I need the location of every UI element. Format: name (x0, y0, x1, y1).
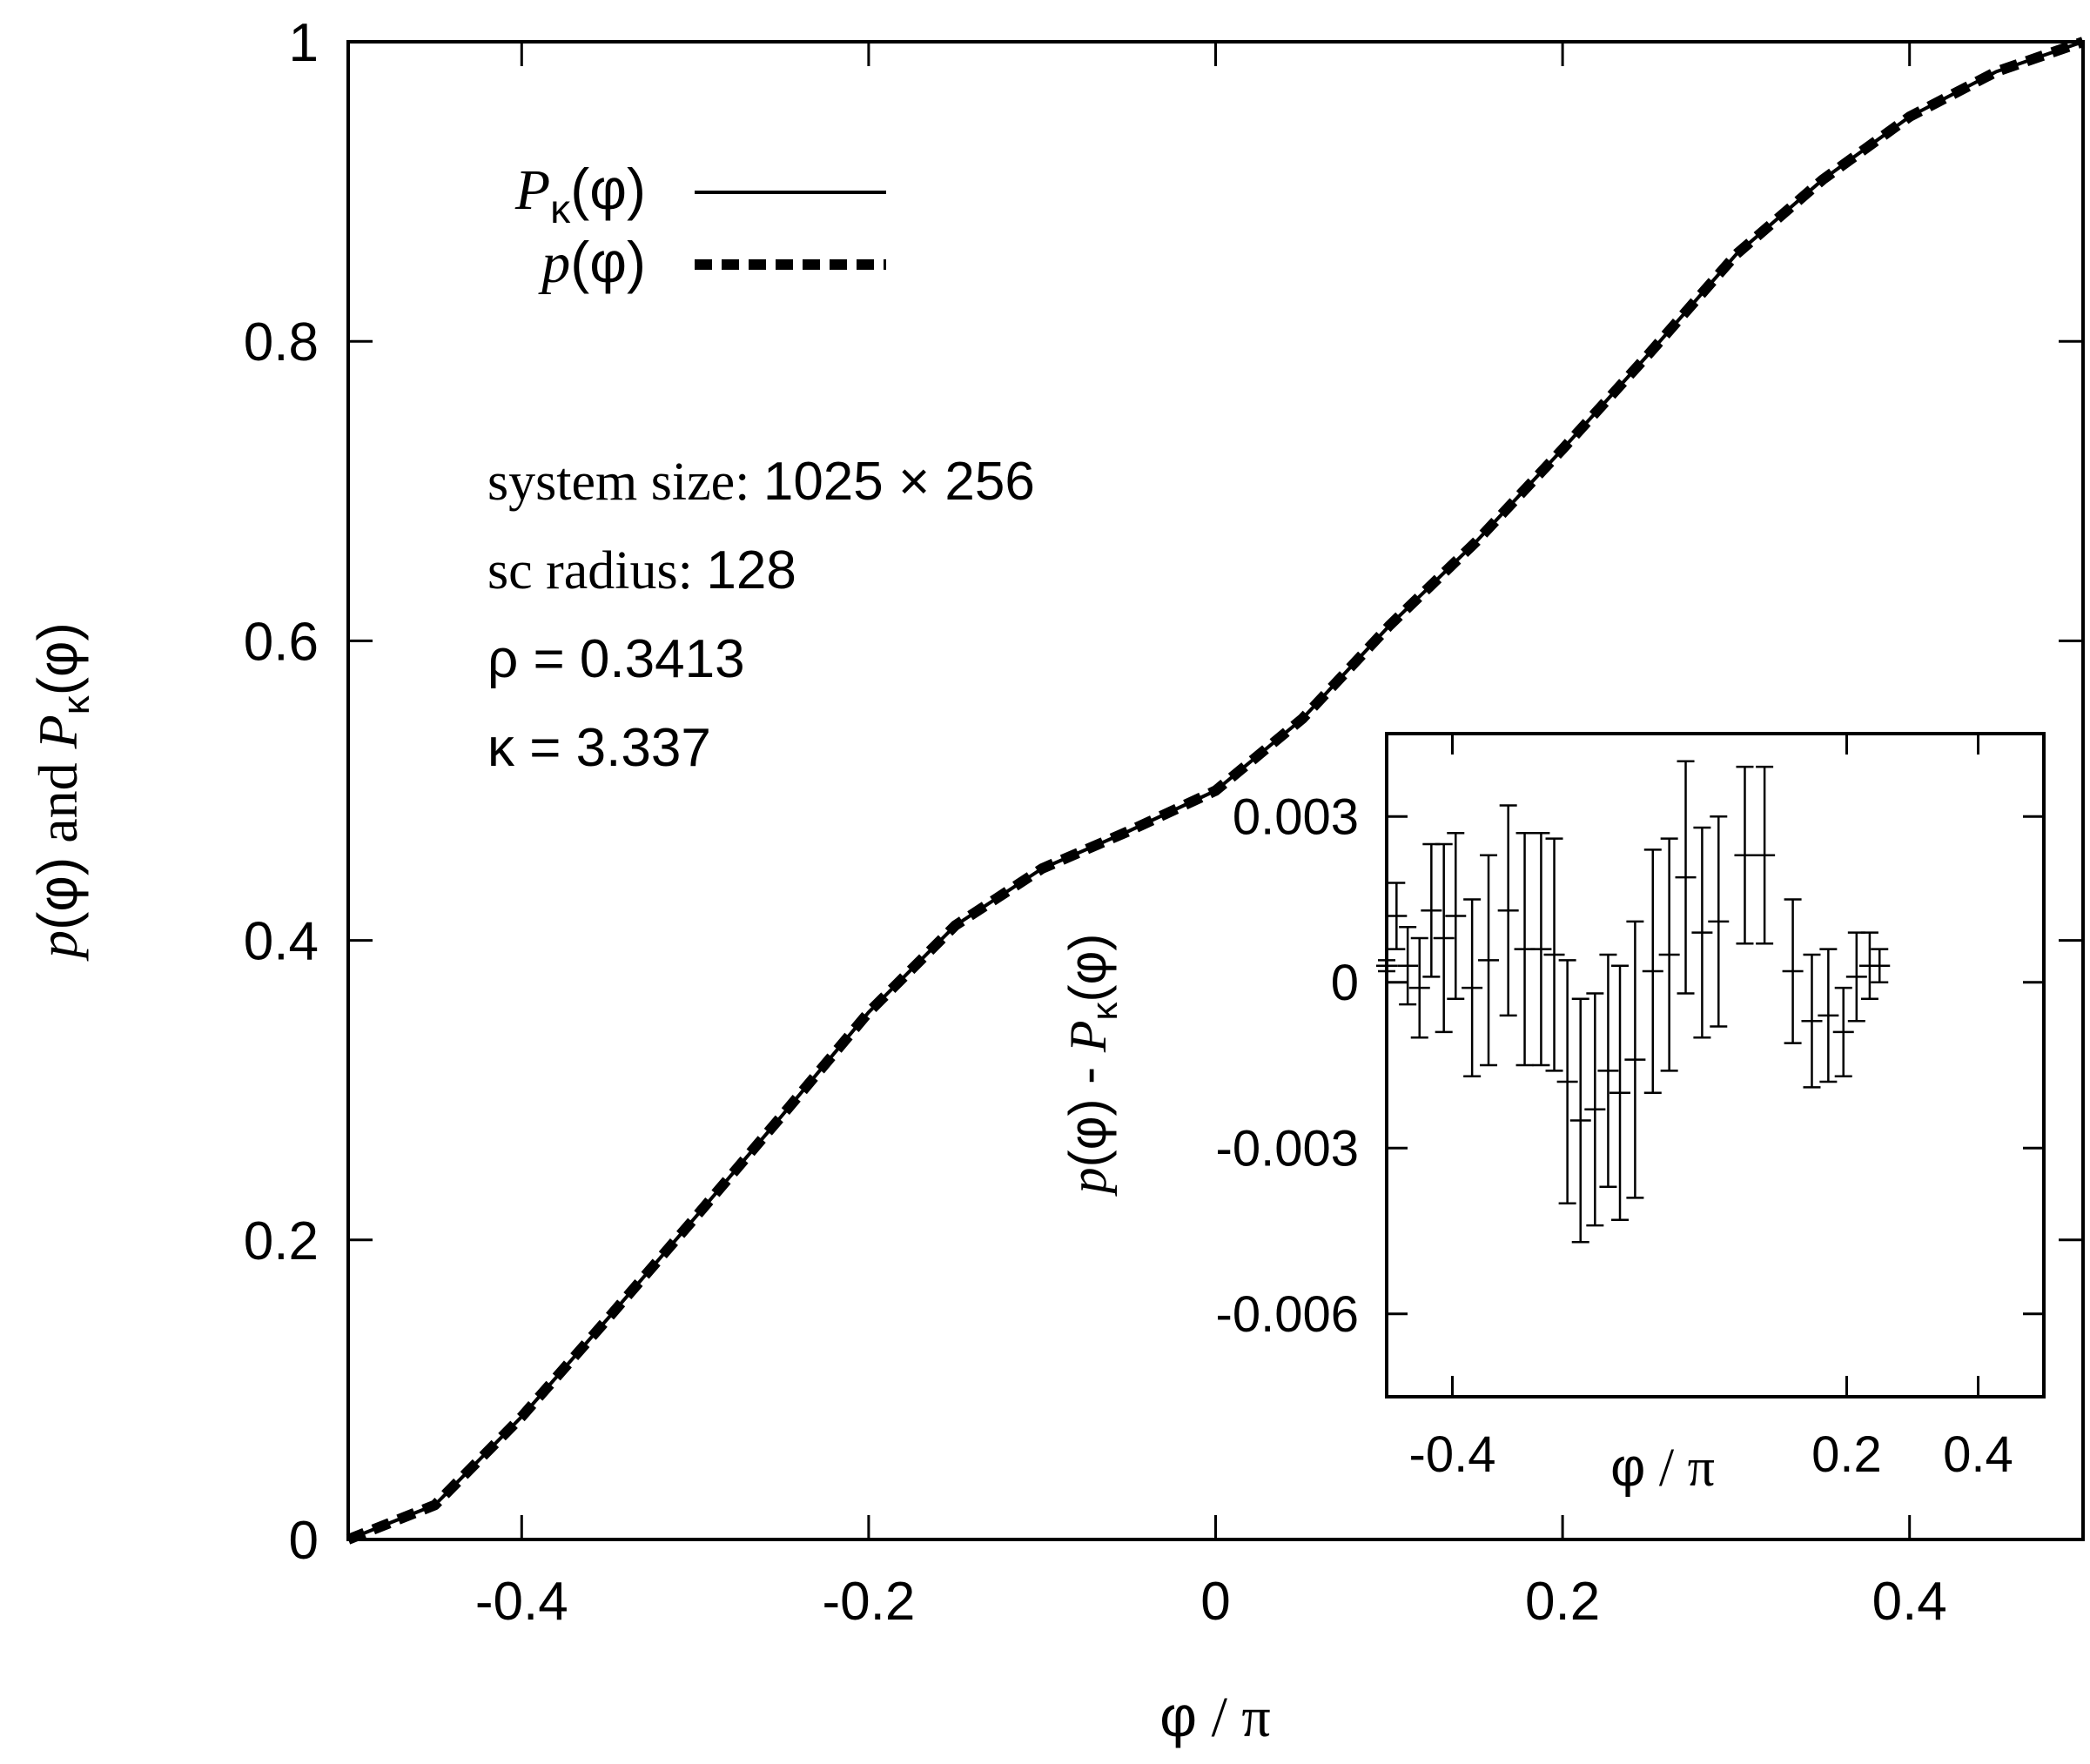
main-ticks (348, 40, 2083, 1541)
main-y-axis-title: p(φ) and Pκ(φ) (26, 622, 97, 962)
annotation-rho: ρ = 0.3413 (487, 629, 745, 689)
inset-data-point (1445, 832, 1467, 1001)
inset-data-point (1845, 931, 1867, 1023)
inset-data-point (1708, 815, 1730, 1028)
inset-data-point (1801, 953, 1823, 1089)
inset-data-point (1497, 804, 1519, 1017)
legend-label-p: p(φ) (538, 230, 646, 295)
inset-y-tick-label: 0.003 (1233, 788, 1359, 845)
main-x-tick-label: 0.2 (1525, 1572, 1600, 1632)
inset-y-tick-label: 0 (1331, 955, 1359, 1011)
legend: Pκ(φ) p(φ) (514, 157, 886, 295)
inset-data-point (1642, 848, 1663, 1094)
inset-data-point (1376, 959, 1397, 973)
main-x-tick-label: 0 (1200, 1572, 1230, 1632)
inset-tick-labels: -0.4 0.2 0.4 0.003 0 -0.003 -0.006 (1216, 788, 2013, 1483)
main-plot: -0.4 -0.2 0 0.2 0.4 0 0.2 0.4 0.6 0.8 1 Pκ(φ) p(φ)… (26, 13, 2085, 1749)
main-x-tick-label: -0.4 (475, 1572, 568, 1632)
inset-x-axis-title: φ / π (1610, 1438, 1715, 1498)
main-y-tick-label: 0 (289, 1511, 319, 1571)
main-tick-labels: -0.4 -0.2 0 0.2 0.4 0 0.2 0.4 0.6 0.8 1 (244, 13, 1947, 1632)
inset-data-point (1478, 854, 1500, 1067)
annotation-kappa: κ = 3.337 (487, 718, 711, 778)
main-y-tick-label: 0.4 (244, 912, 319, 972)
inset-points (1376, 760, 1891, 1244)
legend-label-P-kappa: Pκ(φ) (514, 157, 646, 231)
main-y-tick-label: 0.2 (244, 1211, 319, 1271)
inset-data-point (1462, 898, 1483, 1077)
inset-x-tick-label: -0.4 (1409, 1426, 1496, 1483)
inset-data-point (1397, 926, 1419, 1006)
inset-x-tick-label: 0.4 (1943, 1426, 2013, 1483)
inset-data-point (1556, 959, 1578, 1204)
inset-data-point (1543, 837, 1565, 1072)
annotation-system-size: system size: 1025 × 256 (487, 452, 1035, 512)
main-y-tick-label: 0.8 (244, 312, 319, 372)
main-x-axis-title: φ / π (1159, 1684, 1270, 1749)
inset-data-point (1675, 760, 1697, 995)
main-x-tick-label: 0.4 (1872, 1572, 1947, 1632)
inset-data-point (1754, 765, 1776, 945)
main-y-tick-label: 1 (289, 13, 319, 73)
inset-data-point (1597, 953, 1619, 1188)
inset-y-tick-label: -0.006 (1216, 1286, 1359, 1343)
inset-data-point (1433, 842, 1455, 1034)
inset-data-point (1408, 936, 1430, 1039)
main-x-tick-label: -0.2 (822, 1572, 915, 1632)
inset-data-point (1734, 765, 1756, 945)
inset-data-point (1530, 832, 1552, 1067)
inset-data-point (1691, 826, 1713, 1039)
annotation-sc-radius: sc radius: 128 (487, 540, 796, 600)
series-p-dashed-line (346, 37, 2085, 1545)
inset-ticks (1387, 734, 2044, 1397)
inset-data-point (1658, 837, 1680, 1072)
inset-data-point (1832, 986, 1854, 1077)
inset-data-point (1624, 920, 1646, 1199)
inset-data-point (1569, 997, 1591, 1244)
inset-data-point (1818, 948, 1839, 1083)
inset-data-point (1782, 898, 1804, 1044)
inset-y-tick-label: -0.003 (1216, 1120, 1359, 1177)
main-y-tick-label: 0.6 (244, 612, 319, 672)
inset-data-point (1584, 992, 1606, 1227)
inset-x-tick-label: 0.2 (1811, 1426, 1882, 1483)
annotations: system size: 1025 × 256 sc radius: 128 ρ… (487, 452, 1035, 778)
main-curves (346, 37, 2085, 1545)
inset-y-axis-title: p(φ) - Pκ(φ) (1058, 934, 1125, 1197)
inset-data-point (1610, 964, 1631, 1222)
inset-plot: -0.4 0.2 0.4 0.003 0 -0.003 -0.006 φ / π p(φ) … (1058, 732, 2046, 1498)
inset-data-point (1386, 882, 1408, 950)
inset-data-point (1869, 948, 1891, 983)
